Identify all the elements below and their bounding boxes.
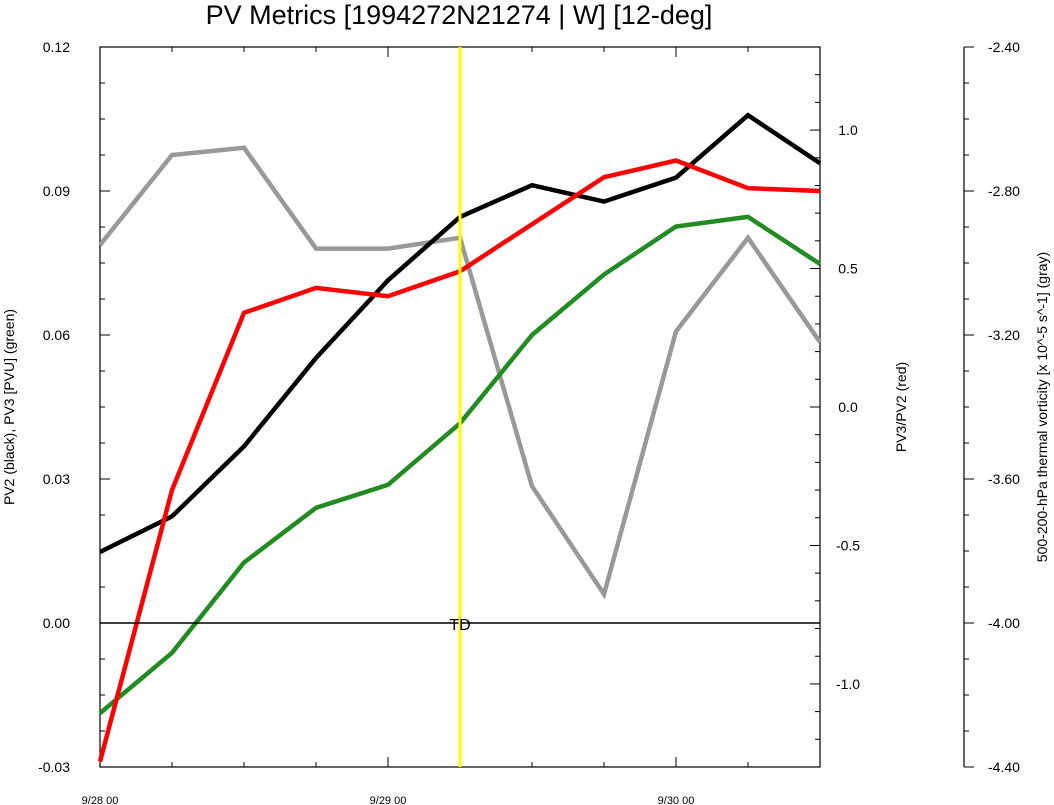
right-tick-label: 0.5 — [838, 261, 858, 277]
far-right-tick-label: -4.00 — [988, 615, 1020, 631]
chart-title: PV Metrics [1994272N21274 | W] [12-deg] — [206, 0, 713, 30]
left-tick-label: 0.09 — [43, 183, 70, 199]
far-right-tick-label: -2.40 — [988, 39, 1020, 55]
far-right-axis-title: 500-200-hPa thermal vorticity [x 10^-5 s… — [1034, 252, 1050, 562]
left-axis: -0.03 0.00 0.03 0.06 0.09 0.12 — [38, 39, 110, 775]
right-axis-title: PV3/PV2 (red) — [893, 362, 909, 452]
left-tick-label: 0.00 — [43, 615, 70, 631]
far-right-tick-label: -3.60 — [988, 471, 1020, 487]
left-tick-label: 0.03 — [43, 471, 70, 487]
x-axis: 9/28 00 9/29 00 9/30 00 — [82, 47, 821, 805]
storm-stage-label: TD — [449, 617, 470, 634]
far-right-tick-label: -4.40 — [988, 759, 1020, 775]
right-tick-label: -1.0 — [836, 676, 860, 692]
left-axis-title: PV2 (black), PV3 [PVU] (green) — [1, 309, 17, 505]
right-tick-label: -0.5 — [836, 537, 860, 553]
far-right-axis: -4.40 -4.00 -3.60 -3.20 -2.80 -2.40 — [963, 39, 1020, 775]
x-tick-label: 9/29 00 — [370, 795, 407, 805]
far-right-tick-label: -3.20 — [988, 327, 1020, 343]
left-tick-label: 0.06 — [43, 327, 70, 343]
x-tick-label: 9/30 00 — [658, 795, 695, 805]
right-axis: -1.0 -0.5 0.0 0.5 1.0 — [810, 46, 860, 768]
x-tick-label: 9/28 00 — [82, 795, 119, 805]
right-tick-label: 1.0 — [838, 122, 858, 138]
right-tick-label: 0.0 — [838, 399, 858, 415]
annotation-layer: TD — [100, 47, 820, 767]
left-tick-label: 0.12 — [43, 39, 70, 55]
left-tick-label: -0.03 — [38, 759, 70, 775]
far-right-tick-label: -2.80 — [988, 183, 1020, 199]
